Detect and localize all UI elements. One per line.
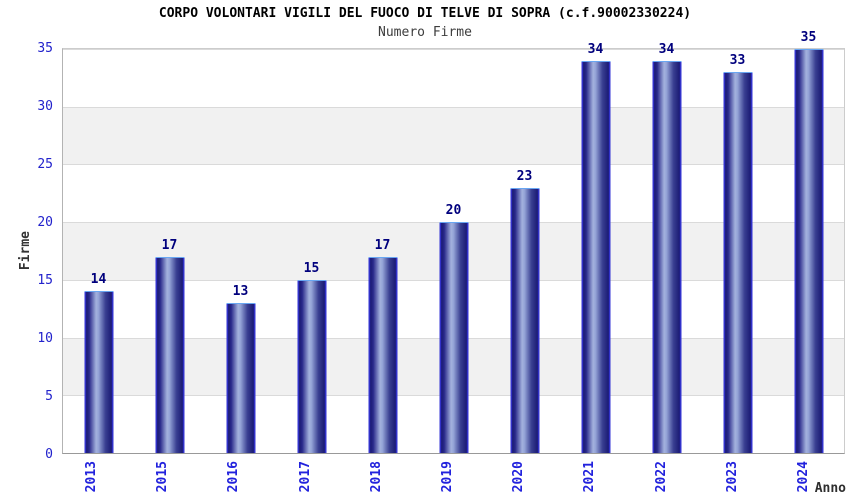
bar-slot: 33 [702, 49, 773, 453]
y-tick-label: 30 [37, 99, 53, 114]
x-tick-label: 2018 [368, 461, 384, 493]
y-tick-label: 5 [45, 389, 53, 405]
bar-slot: 17 [347, 49, 418, 453]
bar-value-label: 13 [232, 283, 249, 299]
x-axis-title: Anno [814, 481, 846, 496]
bar-slot: 13 [205, 49, 276, 453]
x-slot: 2022 [632, 461, 703, 500]
bar-value-label: 15 [303, 260, 320, 276]
x-slot: 2013 [62, 461, 133, 500]
chart-title: CORPO VOLONTARI VIGILI DEL FUOCO DI TELV… [158, 6, 692, 21]
bar [652, 60, 681, 453]
bar [439, 222, 468, 453]
y-tick-label: 35 [37, 41, 53, 56]
bar [155, 256, 184, 453]
bar-slot: 14 [63, 49, 134, 453]
bar-value-label: 20 [445, 203, 462, 219]
x-tick-label: 2015 [155, 461, 171, 493]
bar-slot: 23 [489, 49, 560, 453]
bar [368, 256, 397, 453]
bar-slot: 17 [134, 49, 205, 453]
x-slot: 2019 [418, 461, 489, 500]
bar-value-label: 35 [800, 30, 817, 45]
plot-band [63, 106, 844, 165]
bar-slot: 20 [418, 49, 489, 453]
x-slot: 2016 [204, 461, 275, 500]
gridline [63, 49, 844, 50]
bar-value-label: 14 [90, 272, 107, 288]
bar-value-label: 17 [161, 237, 178, 253]
x-tick-label: 2019 [440, 461, 456, 493]
bar-slot: 15 [276, 49, 347, 453]
x-slot: 2021 [560, 461, 631, 500]
x-tick-label: 2016 [226, 461, 242, 493]
x-axis: 2013 2015 2016 2017 2018 2019 2020 2021 2022 2023… [62, 461, 845, 500]
plot-band [63, 49, 844, 107]
x-tick-label: 2022 [653, 461, 669, 493]
y-tick-label: 25 [37, 157, 53, 172]
plot-band [63, 164, 844, 223]
bar-slot: 34 [560, 43, 631, 453]
bar [510, 187, 539, 453]
bar-value-label: 17 [374, 237, 391, 253]
x-slot: 2017 [276, 461, 347, 500]
bar [723, 72, 752, 453]
bar [84, 291, 113, 453]
gridline [63, 106, 844, 108]
chart-subtitle: Numero Firme [378, 25, 472, 40]
x-slot: 2020 [489, 461, 560, 500]
x-tick-label: 2017 [297, 461, 313, 493]
bar [581, 60, 610, 453]
x-slot: 2023 [703, 461, 774, 500]
bar-slot: 35 [773, 31, 844, 453]
bar [226, 302, 255, 453]
bar-value-label: 23 [516, 168, 533, 184]
x-tick-label: 2013 [84, 461, 100, 493]
bar-slot: 34 [631, 43, 702, 453]
x-tick-label: 2020 [511, 461, 527, 493]
x-tick-label: 2024 [795, 461, 811, 493]
y-tick-label: 10 [37, 331, 53, 347]
bar [794, 49, 823, 453]
y-tick-label: 20 [37, 215, 53, 231]
bar-value-label: 34 [587, 41, 604, 57]
bar-value-label: 33 [729, 53, 746, 69]
x-tick-label: 2023 [724, 461, 740, 493]
bars-container: 14 17 13 15 17 20 23 34 34 33 35 [63, 31, 844, 453]
gridline [63, 164, 844, 166]
y-tick-label: 15 [37, 273, 53, 288]
x-slot: 2015 [133, 461, 204, 500]
bar-value-label: 34 [658, 41, 675, 57]
y-tick-label: 0 [45, 447, 53, 462]
y-axis: 0 5 10 15 20 25 30 35 [0, 42, 56, 461]
plot-area: 14 17 13 15 17 20 23 34 34 33 35 [62, 31, 845, 454]
x-slot: 2018 [347, 461, 418, 500]
bar [297, 279, 326, 453]
x-tick-label: 2021 [582, 461, 598, 493]
